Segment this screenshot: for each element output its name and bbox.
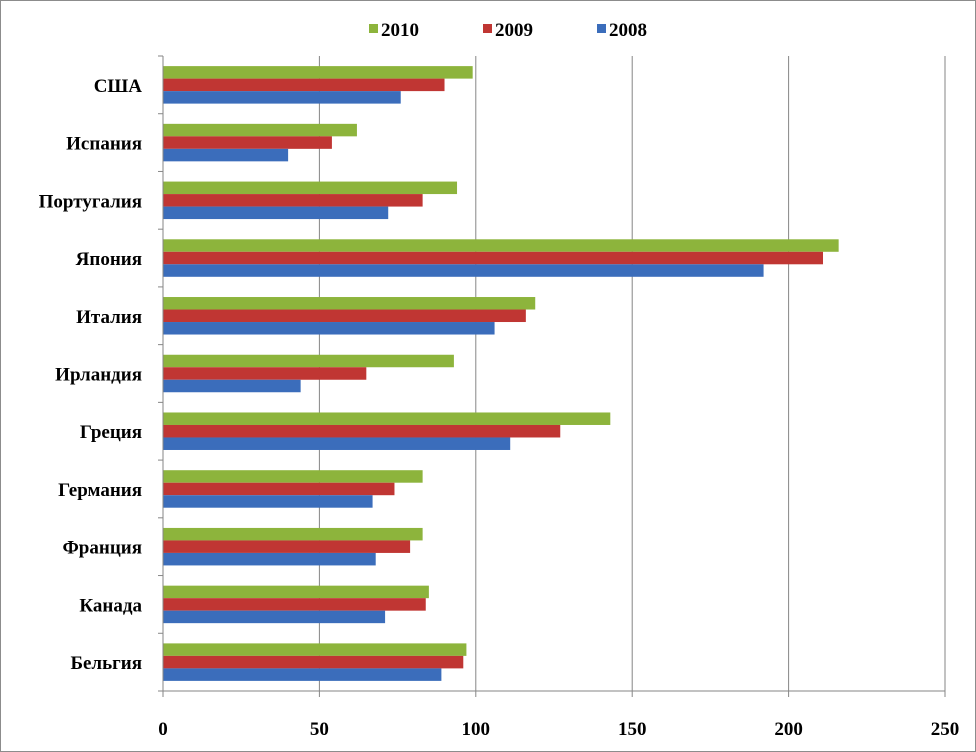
bar-2009-1: [163, 136, 332, 149]
bar-2010-6: [163, 412, 611, 425]
category-label-2: Португалия: [39, 191, 142, 212]
legend-label-2010: 2010: [381, 20, 419, 41]
category-label-5: Ирландия: [55, 365, 142, 386]
category-label-4: Италия: [76, 307, 142, 328]
category-label-8: Франция: [62, 538, 142, 559]
bar-2009-8: [163, 540, 411, 553]
bar-2009-2: [163, 194, 423, 207]
x-tick-label-200: 200: [774, 719, 803, 740]
bar-2009-10: [163, 655, 464, 669]
bar-2010-4: [163, 297, 536, 310]
category-label-1: Испания: [66, 134, 142, 155]
legend-swatch-2009: [483, 24, 492, 33]
bar-2010-1: [163, 123, 357, 137]
bar-2009-5: [163, 367, 367, 380]
category-label-6: Греция: [80, 422, 142, 443]
x-tick-label-50: 50: [310, 719, 329, 740]
bar-2008-9: [163, 610, 386, 624]
bar-2010-3: [163, 239, 839, 252]
bar-2008-10: [163, 668, 442, 681]
bar-2009-3: [163, 251, 824, 265]
legend-label-2008: 2008: [609, 20, 647, 41]
x-tick-label-250: 250: [931, 719, 960, 740]
bar-2008-1: [163, 148, 289, 162]
category-label-9: Канада: [79, 595, 142, 616]
bar-2009-7: [163, 482, 395, 496]
bar-2010-9: [163, 585, 429, 599]
bar-2008-5: [163, 379, 301, 393]
bar-2010-7: [163, 470, 423, 483]
category-label-3: Япония: [76, 249, 142, 270]
category-label-7: Германия: [58, 480, 142, 501]
bar-2008-7: [163, 495, 373, 508]
bar-2008-2: [163, 206, 389, 220]
bar-2010-0: [163, 66, 473, 79]
legend-swatch-2010: [369, 24, 378, 33]
bar-2008-4: [163, 322, 495, 335]
category-label-0: США: [94, 76, 143, 97]
legend-swatch-2008: [597, 24, 606, 33]
bar-2008-8: [163, 552, 376, 566]
bar-2008-3: [163, 264, 764, 277]
bar-2008-6: [163, 437, 511, 450]
bar-2009-0: [163, 78, 445, 92]
bar-2010-10: [163, 643, 467, 656]
bar-2008-0: [163, 91, 401, 104]
bar-2010-2: [163, 181, 458, 195]
legend-label-2009: 2009: [495, 20, 533, 41]
x-tick-label-0: 0: [158, 719, 168, 740]
bar-2010-8: [163, 527, 423, 541]
bar-2009-9: [163, 598, 426, 611]
bar-2009-4: [163, 309, 526, 323]
x-tick-label-100: 100: [462, 719, 491, 740]
bar-2010-5: [163, 354, 454, 368]
bar-2009-6: [163, 424, 561, 438]
category-label-10: Бельгия: [70, 653, 142, 674]
x-tick-label-150: 150: [618, 719, 647, 740]
